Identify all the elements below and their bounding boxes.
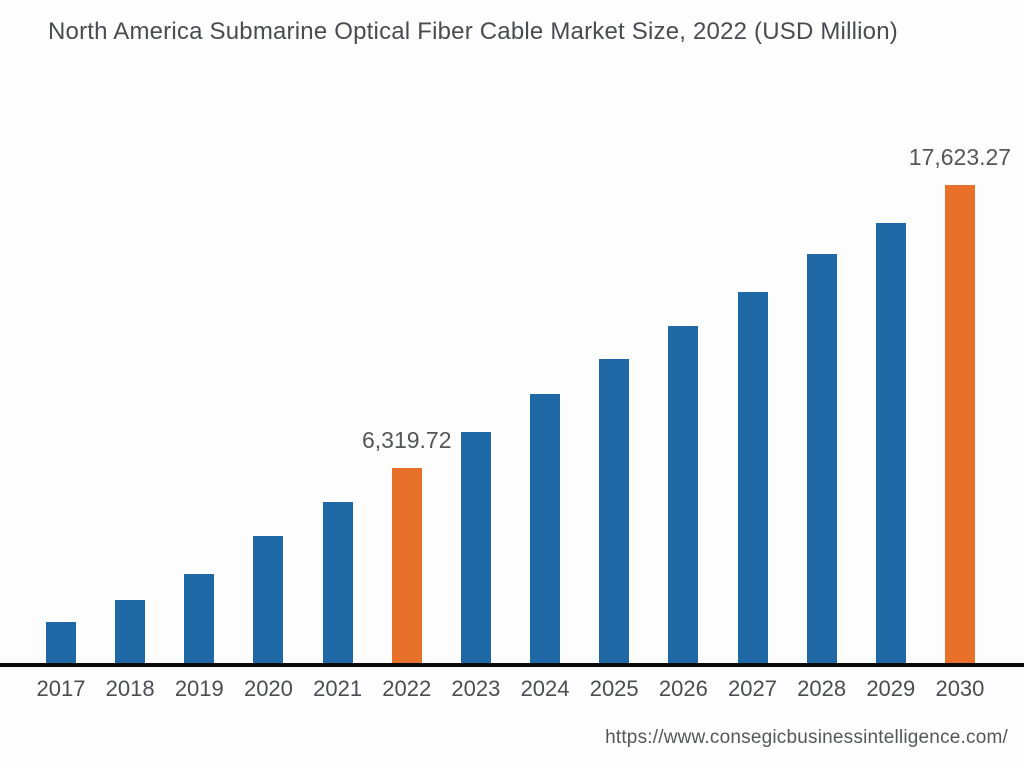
bar-2021 bbox=[322, 502, 353, 663]
chart-title: North America Submarine Optical Fiber Ca… bbox=[48, 18, 898, 45]
bar-2019 bbox=[184, 574, 215, 663]
x-axis-line bbox=[0, 663, 1024, 667]
bar-2022 bbox=[391, 468, 422, 663]
x-tick-2020: 2020 bbox=[243, 676, 293, 701]
bar-2024 bbox=[530, 394, 561, 663]
x-tick-2022: 2022 bbox=[382, 676, 432, 701]
x-tick-2024: 2024 bbox=[520, 676, 570, 701]
x-tick-2019: 2019 bbox=[174, 676, 224, 701]
bar-value-label-2030: 17,623.27 bbox=[908, 144, 1012, 170]
bar-2023 bbox=[460, 432, 491, 663]
bar-2025 bbox=[599, 359, 630, 663]
x-tick-2027: 2027 bbox=[728, 676, 777, 701]
source-url: https://www.consegicbusinessintelligence… bbox=[605, 727, 1008, 748]
bar-2017 bbox=[46, 622, 76, 663]
bar-value-label-2022: 6,319.72 bbox=[361, 427, 452, 453]
x-tick-2029: 2029 bbox=[866, 676, 916, 701]
x-tick-2021: 2021 bbox=[313, 676, 363, 701]
bar-2030 bbox=[944, 185, 975, 663]
bar-2029 bbox=[875, 223, 906, 663]
x-tick-2026: 2026 bbox=[658, 676, 708, 701]
x-tick-2023: 2023 bbox=[451, 676, 501, 701]
x-tick-2018: 2018 bbox=[105, 676, 155, 701]
x-tick-2017: 2017 bbox=[36, 676, 86, 701]
bar-2020 bbox=[253, 536, 284, 663]
bar-2026 bbox=[668, 326, 699, 663]
bar-2018 bbox=[115, 600, 146, 663]
x-tick-2028: 2028 bbox=[797, 676, 847, 701]
bar-2028 bbox=[806, 254, 837, 663]
x-tick-2025: 2025 bbox=[589, 676, 639, 701]
x-tick-2030: 2030 bbox=[935, 676, 985, 701]
bar-2027 bbox=[737, 292, 768, 663]
